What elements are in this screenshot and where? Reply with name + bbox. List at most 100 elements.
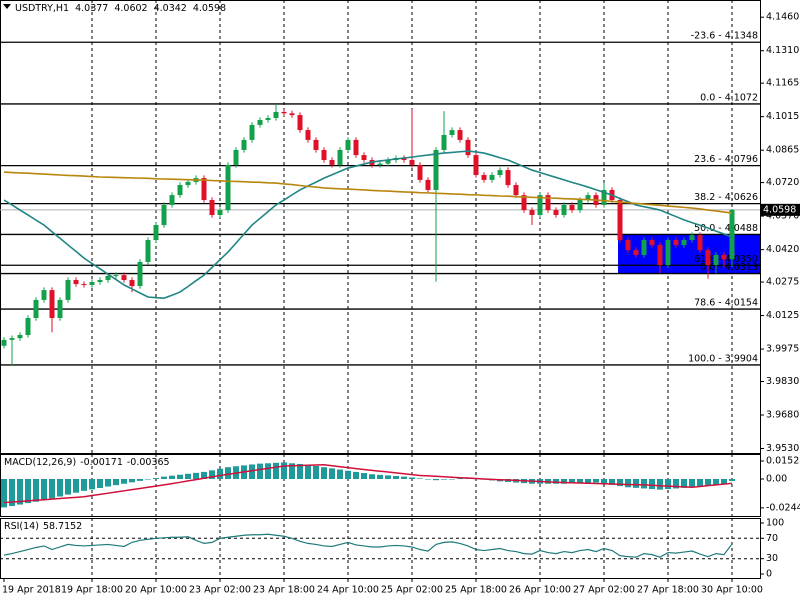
candle-body	[489, 174, 495, 180]
y-tick-label: -0.02442	[766, 502, 800, 513]
macd-bar	[129, 478, 135, 483]
macd-bar	[729, 478, 735, 482]
moving-average	[3, 150, 733, 299]
candle-body	[353, 139, 359, 156]
macd-bar	[297, 463, 303, 479]
x-tick-label: 26 Apr 10:00	[509, 585, 571, 596]
candle-body	[145, 240, 151, 262]
macd-bar	[137, 478, 143, 481]
macd-bar	[169, 475, 175, 479]
candle-body	[705, 250, 711, 266]
candle-body	[25, 318, 31, 336]
macd-bar	[625, 478, 631, 488]
macd-bar	[281, 462, 287, 479]
y-tick-label: 0.00	[766, 473, 787, 484]
candle-body	[217, 210, 223, 215]
y-tick-label: 4.0570	[766, 211, 799, 222]
rsi-title: RSI(14)	[4, 521, 39, 532]
fib-label: 0.0 - 4.0313	[700, 262, 758, 273]
macd-bar	[457, 478, 463, 479]
fib-label: 0.0 - 4.1072	[700, 92, 758, 103]
macd-bar	[353, 471, 359, 479]
candle-body	[305, 130, 311, 140]
candle-body	[361, 155, 367, 161]
macd-bar	[585, 478, 591, 483]
candle-body	[105, 276, 111, 281]
macd-bar	[81, 478, 87, 491]
header-value: 4.0602	[114, 3, 147, 14]
candle-body	[273, 111, 279, 118]
last-price-box	[761, 203, 800, 216]
candle-body	[689, 235, 695, 241]
macd-bar	[313, 465, 319, 479]
candle-body	[673, 240, 679, 245]
macd-bar	[681, 478, 687, 488]
y-tick-label: 30	[766, 553, 778, 564]
macd-bar	[57, 478, 63, 497]
candle-body	[201, 178, 207, 201]
y-tick-label: 3.9680	[766, 410, 799, 421]
candle-body	[681, 240, 687, 245]
x-tick-label: 25 Apr 02:00	[381, 585, 443, 596]
header-value: 4.0598	[193, 3, 226, 14]
candle-body	[497, 170, 503, 175]
macd-bar	[601, 478, 607, 484]
macd-bar	[713, 478, 719, 485]
macd-bar	[609, 478, 615, 485]
macd-bar	[41, 478, 47, 501]
menu-arrow[interactable]	[3, 4, 11, 9]
candle-body	[313, 139, 319, 150]
macd-bar	[449, 478, 455, 480]
macd-bar	[217, 468, 223, 479]
x-tick-label: 27 Apr 18:00	[637, 585, 699, 596]
candle-body	[81, 284, 87, 286]
macd-bar	[385, 475, 391, 479]
x-tick-label: 24 Apr 10:00	[317, 585, 379, 596]
candle-body	[649, 240, 655, 245]
candle-body	[65, 280, 71, 300]
macd-bar	[321, 467, 327, 479]
macd-bar	[49, 478, 55, 499]
candle-body	[713, 254, 719, 266]
macd-bar	[273, 462, 279, 479]
candle-body	[209, 200, 215, 215]
candle-body	[185, 181, 191, 186]
candle-body	[73, 280, 79, 285]
y-tick-label: 100	[766, 518, 784, 529]
candle-body	[481, 174, 487, 180]
macd-bar	[201, 471, 207, 479]
candle-body	[417, 164, 423, 180]
candle-body	[377, 163, 383, 165]
macd-bar	[633, 478, 639, 488]
candle-body	[577, 200, 583, 211]
candle-body	[129, 280, 135, 287]
candle-body	[385, 160, 391, 164]
macd-bar	[617, 478, 623, 487]
macd-bar	[257, 463, 263, 479]
candle-body	[233, 149, 239, 165]
last-price-label: 4.0598	[763, 204, 796, 215]
macd-bar	[377, 474, 383, 479]
candle-body	[113, 275, 119, 277]
y-tick-label: 4.1015	[766, 111, 799, 122]
candle-body	[505, 170, 511, 186]
candle-body	[625, 240, 631, 251]
macd-bar	[73, 478, 79, 493]
candle-body	[657, 244, 663, 266]
candle-body	[9, 338, 15, 340]
macd-bar	[113, 478, 119, 486]
fib-label: 38.2 - 4.0626	[694, 192, 758, 203]
header-value: 4.0342	[154, 3, 187, 14]
candle-body	[601, 189, 607, 205]
macd-bar	[193, 472, 199, 479]
macd-bar	[553, 478, 559, 484]
macd-bar	[185, 473, 191, 479]
candle-body	[257, 120, 263, 125]
macd-bar	[97, 478, 103, 488]
y-tick-label: 4.1165	[766, 78, 799, 89]
macd-bar	[361, 473, 367, 479]
candle-body	[513, 185, 519, 196]
macd-bar	[289, 463, 295, 479]
macd-bar	[433, 478, 439, 481]
candle-body	[281, 111, 287, 114]
